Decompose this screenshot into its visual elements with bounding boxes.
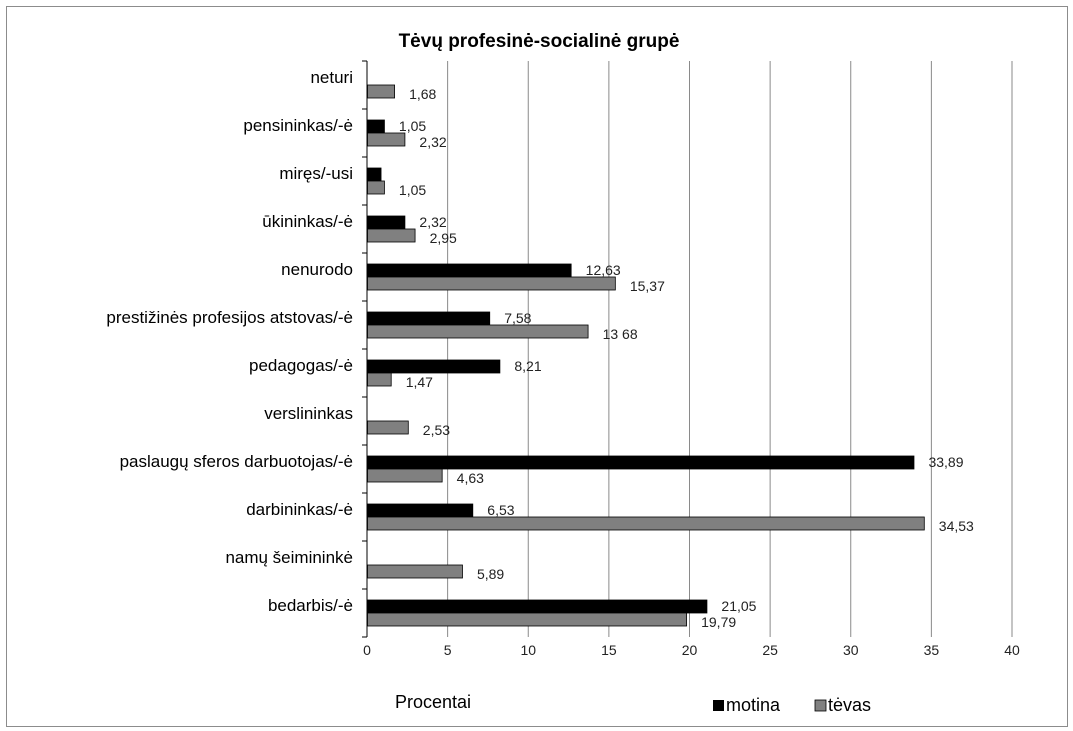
bar-tevas — [367, 276, 616, 291]
bar-tevas — [367, 228, 416, 243]
data-label: 15,37 — [630, 278, 665, 294]
bar-chart: Tėvų profesinė-socialinė grupė 1,681,052… — [106, 31, 1020, 715]
bar-tevas — [367, 132, 406, 147]
category-label: paslaugų sferos darbuotojas/-ė — [120, 452, 353, 471]
x-tick-label: 30 — [843, 642, 859, 658]
data-label: 6,53 — [487, 502, 514, 518]
category-label: nenurodo — [281, 260, 353, 279]
x-tick-label: 0 — [363, 642, 371, 658]
data-label: 33,89 — [928, 454, 963, 470]
x-tick-label: 15 — [601, 642, 617, 658]
bar-motina — [367, 599, 708, 614]
category-label: ūkininkas/-ė — [262, 212, 353, 231]
bar-motina — [367, 503, 474, 518]
data-label: 2,53 — [423, 422, 450, 438]
data-label: 4,63 — [457, 470, 484, 486]
category-label: pensininkas/-ė — [243, 116, 353, 135]
bars — [367, 84, 925, 627]
legend-label-tevas: tėvas — [828, 695, 871, 715]
category-label: pedagogas/-ė — [249, 356, 353, 375]
data-label: 8,21 — [514, 358, 541, 374]
x-tick-label: 40 — [1004, 642, 1020, 658]
data-label: 13 68 — [603, 326, 638, 342]
category-labels: neturi pensininkas/-ė miręs/-usi ūkininkas/… — [106, 68, 353, 615]
bar-tevas — [367, 516, 925, 531]
data-label: 5,89 — [477, 566, 504, 582]
chart-title: Tėvų profesinė-socialinė grupė — [399, 31, 680, 52]
bar-motina — [367, 455, 915, 470]
chart-frame: Tėvų profesinė-socialinė grupė 1,68 1,05 2… — [6, 6, 1068, 727]
data-label: 1,68 — [409, 86, 436, 102]
data-label: 12,63 — [586, 262, 621, 278]
category-label: bedarbis/-ė — [268, 596, 353, 615]
bar-tevas — [367, 84, 395, 99]
x-axis-title: Procentai — [395, 692, 471, 712]
legend: motina tėvas — [713, 695, 871, 715]
bar-motina — [367, 311, 491, 326]
x-tick-labels: 0 5 10 15 20 25 30 35 40 — [363, 642, 1020, 658]
bar-tevas — [367, 468, 443, 483]
legend-label-motina: motina — [726, 695, 781, 715]
data-label: 2,95 — [430, 230, 457, 246]
bar-tevas — [367, 612, 688, 627]
data-label: 1,47 — [406, 374, 433, 390]
category-label: neturi — [310, 68, 353, 87]
category-label: darbininkas/-ė — [246, 500, 353, 519]
x-tick-label: 35 — [924, 642, 940, 658]
category-label: miręs/-usi — [279, 164, 353, 183]
data-label: 19,79 — [701, 614, 736, 630]
bar-tevas — [367, 420, 409, 435]
data-label: 21,05 — [721, 598, 756, 614]
data-label: 7,58 — [504, 310, 531, 326]
gridlines — [362, 60, 1013, 638]
bar-motina — [367, 359, 501, 374]
bar-motina — [367, 167, 382, 182]
data-label: 1,05 — [399, 182, 426, 198]
data-label: 2,32 — [419, 214, 446, 230]
x-tick-label: 25 — [762, 642, 778, 658]
bar-motina — [367, 215, 406, 230]
x-tick-label: 10 — [520, 642, 536, 658]
x-tick-label: 20 — [682, 642, 698, 658]
bar-tevas — [367, 180, 385, 195]
bar-tevas — [367, 564, 463, 579]
data-label: 34,53 — [939, 518, 974, 534]
x-tick-label: 5 — [444, 642, 452, 658]
bar-tevas — [367, 372, 392, 387]
data-label: 1,05 — [399, 118, 426, 134]
data-label: 2,32 — [419, 134, 446, 150]
data-labels: 1,681,052,321,052,322,9512,6315,377,5813… — [399, 86, 974, 630]
bar-motina — [367, 263, 572, 278]
category-label: namų šeimininkė — [225, 548, 353, 567]
bar-motina — [367, 119, 385, 134]
category-label: verslininkas — [264, 404, 353, 423]
category-label: prestižinės profesijos atstovas/-ė — [106, 308, 353, 327]
legend-swatch-tevas — [814, 699, 827, 712]
bar-tevas — [367, 324, 589, 339]
legend-swatch-motina — [713, 700, 724, 711]
